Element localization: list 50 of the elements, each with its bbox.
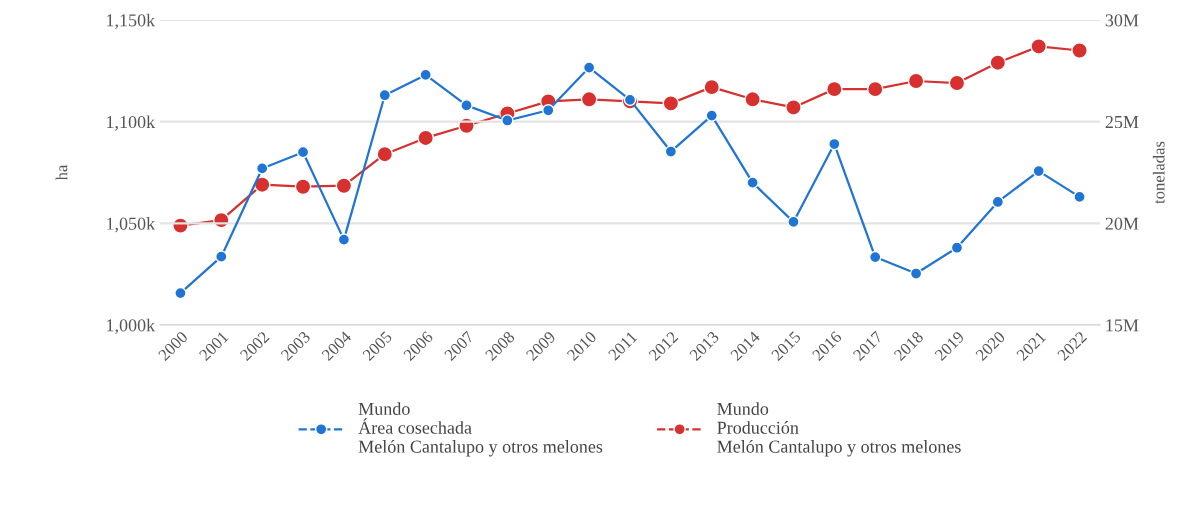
point <box>662 95 680 112</box>
legend-label: Mundo Producción Melón Cantalupo y otros melones <box>717 402 961 457</box>
point <box>417 129 434 147</box>
y2-tick-label: 30M <box>1105 14 1139 27</box>
point <box>582 61 596 74</box>
point <box>580 90 598 108</box>
point <box>337 233 351 246</box>
point <box>1071 42 1088 59</box>
y2-axis-title: toneladas <box>1152 141 1165 204</box>
point <box>296 145 310 159</box>
point <box>909 267 923 280</box>
point <box>950 241 964 254</box>
y2-tick-label: 15M <box>1106 319 1139 332</box>
point <box>255 162 269 175</box>
point <box>664 145 678 158</box>
legend-label: Mundo Área cosechada Melón Cantalupo y otros melones <box>358 402 603 457</box>
point <box>419 68 432 82</box>
point <box>744 90 761 108</box>
point <box>1030 38 1048 55</box>
point <box>828 137 841 151</box>
point <box>826 80 843 98</box>
point <box>785 99 802 116</box>
point <box>705 109 718 122</box>
point <box>948 74 966 92</box>
point <box>376 145 394 163</box>
y-tick-label: 1,050k <box>107 217 156 233</box>
point <box>335 177 353 195</box>
point <box>991 195 1005 209</box>
point <box>866 80 884 98</box>
y2-tick-label: 20M <box>1105 217 1139 230</box>
y-axis-title: ha <box>55 164 68 181</box>
point <box>703 78 721 96</box>
point <box>501 114 514 127</box>
y-tick-label: 1,100k <box>107 115 156 131</box>
point <box>542 104 555 117</box>
point <box>1032 164 1045 178</box>
y-tick-label: 1,000k <box>107 318 156 335</box>
point <box>460 99 473 112</box>
point <box>378 88 392 102</box>
point <box>294 178 312 196</box>
y-tick-label: 1,150k <box>107 13 156 30</box>
point <box>1073 190 1086 204</box>
point <box>907 72 925 90</box>
y2-tick-label: 25M <box>1105 115 1139 129</box>
point <box>989 54 1007 72</box>
point <box>746 176 759 189</box>
point <box>215 250 228 263</box>
point <box>868 250 882 264</box>
point <box>787 215 800 229</box>
point <box>174 286 187 300</box>
